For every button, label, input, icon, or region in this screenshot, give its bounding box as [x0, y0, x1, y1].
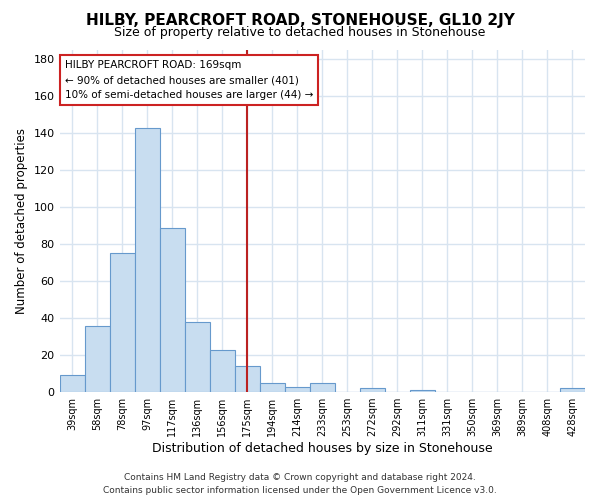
Bar: [410, 390, 435, 392]
Y-axis label: Number of detached properties: Number of detached properties: [15, 128, 28, 314]
Text: Contains HM Land Registry data © Crown copyright and database right 2024.
Contai: Contains HM Land Registry data © Crown c…: [103, 473, 497, 495]
Bar: [59, 376, 85, 392]
Bar: [110, 254, 134, 392]
Text: Size of property relative to detached houses in Stonehouse: Size of property relative to detached ho…: [115, 26, 485, 39]
Bar: [560, 388, 585, 392]
Text: HILBY, PEARCROFT ROAD, STONEHOUSE, GL10 2JY: HILBY, PEARCROFT ROAD, STONEHOUSE, GL10 …: [86, 12, 514, 28]
Text: HILBY PEARCROFT ROAD: 169sqm
← 90% of detached houses are smaller (401)
10% of s: HILBY PEARCROFT ROAD: 169sqm ← 90% of de…: [65, 60, 313, 100]
Bar: [85, 326, 110, 392]
X-axis label: Distribution of detached houses by size in Stonehouse: Distribution of detached houses by size …: [152, 442, 493, 455]
Bar: [310, 383, 335, 392]
Bar: [160, 228, 185, 392]
Bar: [360, 388, 385, 392]
Bar: [285, 386, 310, 392]
Bar: [134, 128, 160, 392]
Bar: [235, 366, 260, 392]
Bar: [185, 322, 209, 392]
Bar: [260, 383, 285, 392]
Bar: [209, 350, 235, 392]
